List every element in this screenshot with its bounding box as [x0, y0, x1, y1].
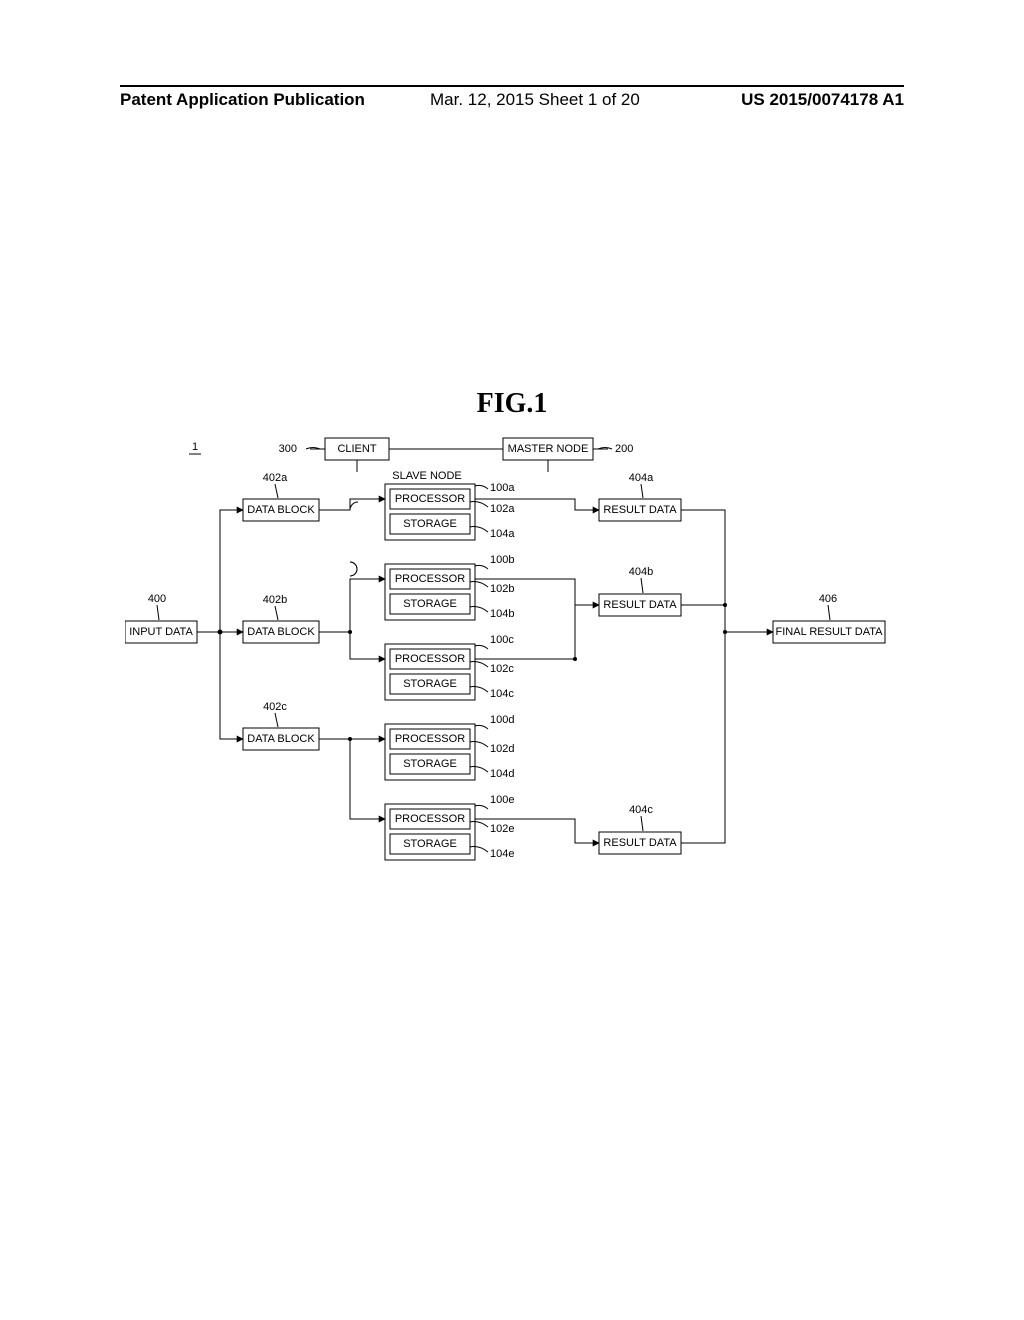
figure-title: FIG.1: [477, 388, 548, 420]
final-ref: 406: [819, 593, 837, 605]
diagram: 1 CLIENT 300 MASTER NODE 200 INPUT DATA …: [125, 432, 895, 912]
result-1-ref: 404b: [629, 566, 653, 578]
result-2-label: RESULT DATA: [603, 837, 677, 849]
slave4-node-ref: 100e: [490, 794, 514, 806]
slave3-proc-ref: 102d: [490, 743, 514, 755]
slave1-node-ref: 100b: [490, 554, 514, 566]
slave0-stor: STORAGE: [403, 518, 457, 530]
datablock-2-ref: 402c: [263, 701, 287, 713]
header-left: Patent Application Publication: [120, 90, 365, 110]
slave0-stor-ref: 104a: [490, 528, 515, 540]
header-mid: Mar. 12, 2015 Sheet 1 of 20: [430, 90, 640, 110]
header-right: US 2015/0074178 A1: [741, 90, 904, 110]
slave4-stor-ref: 104e: [490, 848, 514, 860]
datablock-1-ref: 402b: [263, 594, 287, 606]
slave3-stor-ref: 104d: [490, 768, 514, 780]
final-label: FINAL RESULT DATA: [776, 626, 884, 638]
slave2-node-ref: 100c: [490, 634, 514, 646]
slave0-proc-ref: 102a: [490, 503, 515, 515]
datablock-2-label: DATA BLOCK: [247, 733, 315, 745]
slave3-stor: STORAGE: [403, 758, 457, 770]
datablock-1-label: DATA BLOCK: [247, 626, 315, 638]
datablock-0-label: DATA BLOCK: [247, 504, 315, 516]
slave4-proc-ref: 102e: [490, 823, 514, 835]
slave0-proc: PROCESSOR: [395, 493, 465, 505]
result-2-ref: 404c: [629, 804, 653, 816]
header-rule: [120, 85, 904, 87]
slave-label: SLAVE NODE: [392, 470, 462, 482]
slave1-stor-ref: 104b: [490, 608, 514, 620]
master-label: MASTER NODE: [508, 443, 589, 455]
slave4-proc: PROCESSOR: [395, 813, 465, 825]
slave2-stor: STORAGE: [403, 678, 457, 690]
input-label: INPUT DATA: [129, 626, 193, 638]
result-1-label: RESULT DATA: [603, 599, 677, 611]
slave1-stor: STORAGE: [403, 598, 457, 610]
slave2-proc: PROCESSOR: [395, 653, 465, 665]
master-ref: 200: [615, 443, 633, 455]
slave0-node-ref: 100a: [490, 482, 515, 494]
datablock-0-ref: 402a: [263, 472, 288, 484]
client-label: CLIENT: [337, 443, 376, 455]
slave2-proc-ref: 102c: [490, 663, 514, 675]
slave1-proc: PROCESSOR: [395, 573, 465, 585]
slave2-stor-ref: 104c: [490, 688, 514, 700]
result-0-label: RESULT DATA: [603, 504, 677, 516]
result-0-ref: 404a: [629, 472, 654, 484]
ref-main: 1: [192, 441, 198, 453]
slave3-proc: PROCESSOR: [395, 733, 465, 745]
input-ref: 400: [148, 593, 166, 605]
slave3-node-ref: 100d: [490, 714, 514, 726]
client-ref: 300: [279, 443, 297, 455]
slave1-proc-ref: 102b: [490, 583, 514, 595]
slave4-stor: STORAGE: [403, 838, 457, 850]
